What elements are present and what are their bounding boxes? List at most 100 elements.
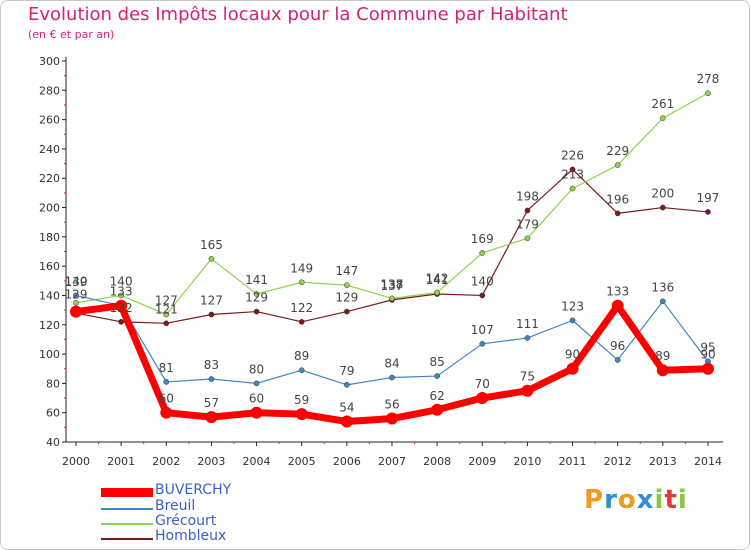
data-label-hombleux: 127 [200,294,223,308]
data-label-buverchy: 56 [384,398,399,412]
data-point-buverchy [160,406,173,419]
data-point-hombleux [253,308,260,315]
data-point-breuil [253,380,260,387]
data-point-gr-court [659,115,666,122]
data-label-gr-court: 138 [381,277,404,291]
y-tick-label: 200 [39,202,60,215]
data-point-buverchy [566,362,579,375]
data-point-gr-court [705,90,711,97]
data-label-buverchy: 75 [520,370,535,384]
data-point-buverchy [340,415,353,428]
data-label-gr-court: 127 [155,294,178,308]
data-label-breuil: 80 [249,362,264,376]
data-point-buverchy [431,403,444,416]
data-label-gr-court: 213 [561,167,584,181]
y-tick-label: 80 [46,377,60,390]
x-tick-label: 2001 [107,455,135,468]
data-label-hombleux: 198 [516,189,539,203]
data-label-gr-court: 142 [426,272,449,286]
x-tick-label: 2006 [333,455,361,468]
data-label-breuil: 85 [429,355,444,369]
data-label-hombleux: 196 [606,192,629,206]
y-tick-label: 60 [46,407,60,420]
x-tick-label: 2007 [378,455,406,468]
data-label-gr-court: 179 [516,217,539,231]
y-tick-label: 220 [39,172,60,185]
legend-swatch-hombleux [101,538,153,540]
data-label-buverchy: 57 [204,396,219,410]
data-label-breuil: 136 [651,280,674,294]
data-label-gr-court: 140 [110,274,133,288]
data-point-breuil [569,317,576,324]
data-point-breuil [389,374,395,381]
data-label-buverchy: 133 [606,285,629,299]
logo-letter: o [617,485,637,515]
data-point-hombleux [479,292,486,299]
data-label-hombleux: 129 [245,291,268,305]
data-label-overlap: 137 [381,277,404,291]
logo-letter: P [584,485,605,515]
data-point-buverchy [611,299,624,312]
data-label-hombleux: 122 [290,301,313,315]
x-tick-label: 2004 [243,455,271,468]
y-tick-label: 240 [39,143,60,156]
data-point-hombleux [569,166,576,173]
x-tick-label: 2008 [423,455,451,468]
legend-swatch-gr-court [101,523,153,525]
data-label-buverchy: 70 [475,377,490,391]
y-tick-label: 140 [39,289,60,302]
x-tick-label: 2010 [513,455,541,468]
data-point-gr-court [163,311,170,318]
y-tick-label: 160 [39,260,60,273]
legend-label-gr-court: Grécourt [155,513,217,529]
data-label-breuil: 81 [159,361,174,375]
data-label-buverchy: 90 [565,348,580,362]
data-point-breuil [659,298,666,305]
x-tick-label: 2014 [694,455,722,468]
data-point-gr-court [389,295,395,302]
legend-label-buverchy: BUVERCHY [155,482,232,498]
data-point-breuil [163,379,170,385]
x-tick-label: 2009 [468,455,496,468]
data-point-buverchy [656,364,669,377]
legend-swatch-buverchy [101,488,153,497]
y-tick-label: 280 [39,84,60,97]
legend-label-breuil: Breuil [155,498,196,514]
data-label-gr-court: 261 [651,97,674,111]
data-point-gr-court [343,282,350,289]
data-label-buverchy: 59 [294,393,309,407]
data-label-buverchy: 60 [249,392,264,406]
data-label-buverchy: 54 [339,400,354,414]
data-label-hombleux: 141 [426,273,449,287]
x-tick-label: 2002 [152,455,180,468]
data-point-hombleux [163,320,170,327]
logo-letter: x [636,485,655,515]
data-point-buverchy [115,299,128,312]
data-label-hombleux: 200 [651,187,674,201]
data-label-breuil: 96 [610,339,625,353]
data-label-hombleux: 121 [155,302,178,316]
data-point-breuil [434,373,440,379]
data-point-gr-court [253,291,260,297]
data-point-gr-court [208,255,215,262]
data-label-hombleux: 129 [335,291,358,305]
x-tick-label: 2012 [604,455,632,468]
data-point-hombleux [659,204,666,211]
x-tick-label: 2003 [197,455,225,468]
data-point-gr-court [479,250,486,256]
y-tick-label: 260 [39,114,60,127]
data-point-hombleux [118,318,124,325]
y-tick-label: 40 [46,436,60,449]
data-label-hombleux: 226 [561,148,584,162]
data-point-breuil [298,367,305,374]
data-point-buverchy [295,408,308,421]
data-point-gr-court [73,299,79,306]
data-label-hombleux: 197 [697,191,720,205]
data-label-breuil: 133 [110,285,133,299]
data-label-hombleux: 140 [471,274,494,288]
data-point-buverchy [476,392,489,405]
proxiti-logo: Proxiti [584,485,688,515]
data-label-breuil: 111 [516,317,539,331]
data-label-breuil: 107 [471,323,494,337]
